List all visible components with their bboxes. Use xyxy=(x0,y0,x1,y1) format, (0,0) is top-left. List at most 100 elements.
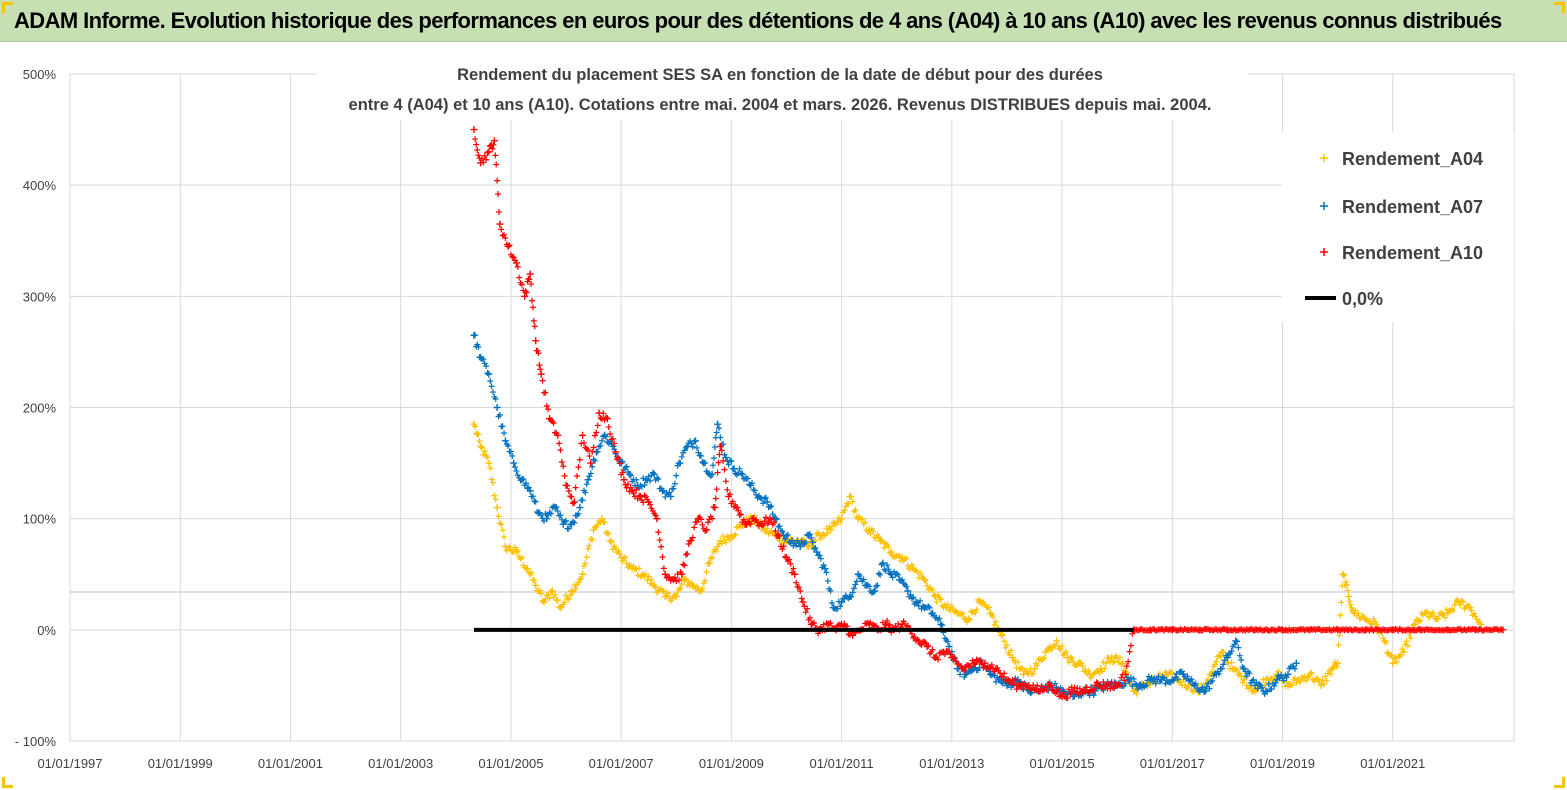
data-point xyxy=(655,529,662,536)
data-point xyxy=(1085,667,1092,674)
data-point xyxy=(603,415,611,423)
x-tick-label: 01/01/2021 xyxy=(1360,756,1425,771)
data-point xyxy=(580,439,587,446)
data-point xyxy=(504,242,512,250)
data-point xyxy=(884,562,891,569)
data-point xyxy=(1380,626,1387,633)
data-point xyxy=(749,480,756,487)
data-point xyxy=(823,569,830,576)
data-point xyxy=(647,477,654,484)
data-point xyxy=(615,547,622,554)
data-point xyxy=(925,642,932,649)
chart-subtitle-line-2: entre 4 (A04) et 10 ans (A10). Cotations… xyxy=(349,96,1212,114)
data-point xyxy=(824,529,831,536)
data-point xyxy=(1049,687,1056,694)
data-point xyxy=(537,370,545,378)
data-point xyxy=(726,457,733,464)
data-point xyxy=(764,525,771,532)
data-point xyxy=(762,494,769,501)
data-point xyxy=(521,292,529,300)
data-point xyxy=(849,589,856,596)
data-point xyxy=(655,476,662,483)
chart-grid xyxy=(69,73,1515,742)
data-point xyxy=(715,425,722,432)
data-point xyxy=(586,473,593,480)
data-point xyxy=(782,553,789,560)
data-point xyxy=(510,254,517,261)
data-point xyxy=(937,620,945,628)
data-point xyxy=(977,597,984,604)
data-point xyxy=(523,480,530,487)
data-point xyxy=(1013,686,1020,693)
data-point xyxy=(1344,587,1351,594)
data-point xyxy=(1046,643,1053,650)
data-point xyxy=(835,514,842,521)
data-point xyxy=(1302,677,1309,684)
data-point xyxy=(575,464,582,471)
data-point xyxy=(1352,607,1359,614)
data-point xyxy=(775,523,782,530)
data-point xyxy=(539,597,546,604)
data-point xyxy=(622,464,629,471)
data-point xyxy=(576,456,583,463)
data-point xyxy=(1002,644,1009,651)
data-point xyxy=(1143,682,1150,689)
data-point xyxy=(543,515,551,523)
data-point xyxy=(538,590,545,597)
data-point xyxy=(1060,651,1067,658)
data-point xyxy=(567,493,574,500)
data-point xyxy=(627,472,634,479)
data-point xyxy=(1064,695,1071,702)
data-point xyxy=(885,622,892,629)
data-point xyxy=(1364,617,1371,624)
data-point xyxy=(487,378,494,385)
x-tick-label: 01/01/2001 xyxy=(258,756,323,771)
data-point xyxy=(714,420,722,428)
data-point xyxy=(485,148,493,156)
data-point xyxy=(589,448,596,455)
data-point xyxy=(728,458,735,465)
data-point xyxy=(499,423,506,430)
data-point xyxy=(526,270,534,278)
data-point xyxy=(580,562,587,569)
data-point xyxy=(518,476,526,484)
data-point xyxy=(1330,664,1337,671)
data-point xyxy=(885,543,892,550)
data-point xyxy=(743,515,750,522)
data-point xyxy=(1023,683,1030,690)
data-point xyxy=(1218,665,1225,672)
data-point xyxy=(575,579,582,586)
data-point xyxy=(536,362,543,369)
data-point xyxy=(973,656,980,663)
legend-label: Rendement_A07 xyxy=(1342,197,1483,217)
data-point xyxy=(678,580,685,587)
data-point xyxy=(480,356,487,363)
data-point xyxy=(649,507,656,514)
data-point xyxy=(1399,646,1406,653)
data-point xyxy=(713,429,720,436)
data-point xyxy=(671,480,678,487)
corner-mark xyxy=(2,777,13,788)
data-point xyxy=(676,577,683,584)
data-point xyxy=(596,443,603,450)
data-point xyxy=(490,479,497,486)
data-point xyxy=(787,560,794,567)
data-point xyxy=(1034,682,1041,689)
data-point xyxy=(1453,627,1460,634)
data-point xyxy=(1249,677,1256,684)
data-point xyxy=(565,487,572,494)
data-point xyxy=(1389,659,1397,667)
data-point xyxy=(817,535,824,542)
data-point xyxy=(915,637,923,645)
data-point xyxy=(875,534,882,541)
data-point xyxy=(1034,662,1041,669)
data-point xyxy=(838,515,846,523)
data-point xyxy=(1126,648,1133,655)
data-point xyxy=(1017,665,1024,672)
data-point xyxy=(1424,608,1431,615)
data-point xyxy=(1312,627,1319,634)
data-point xyxy=(483,156,490,163)
data-point xyxy=(724,533,731,540)
data-point xyxy=(586,453,593,460)
data-point xyxy=(936,650,943,657)
